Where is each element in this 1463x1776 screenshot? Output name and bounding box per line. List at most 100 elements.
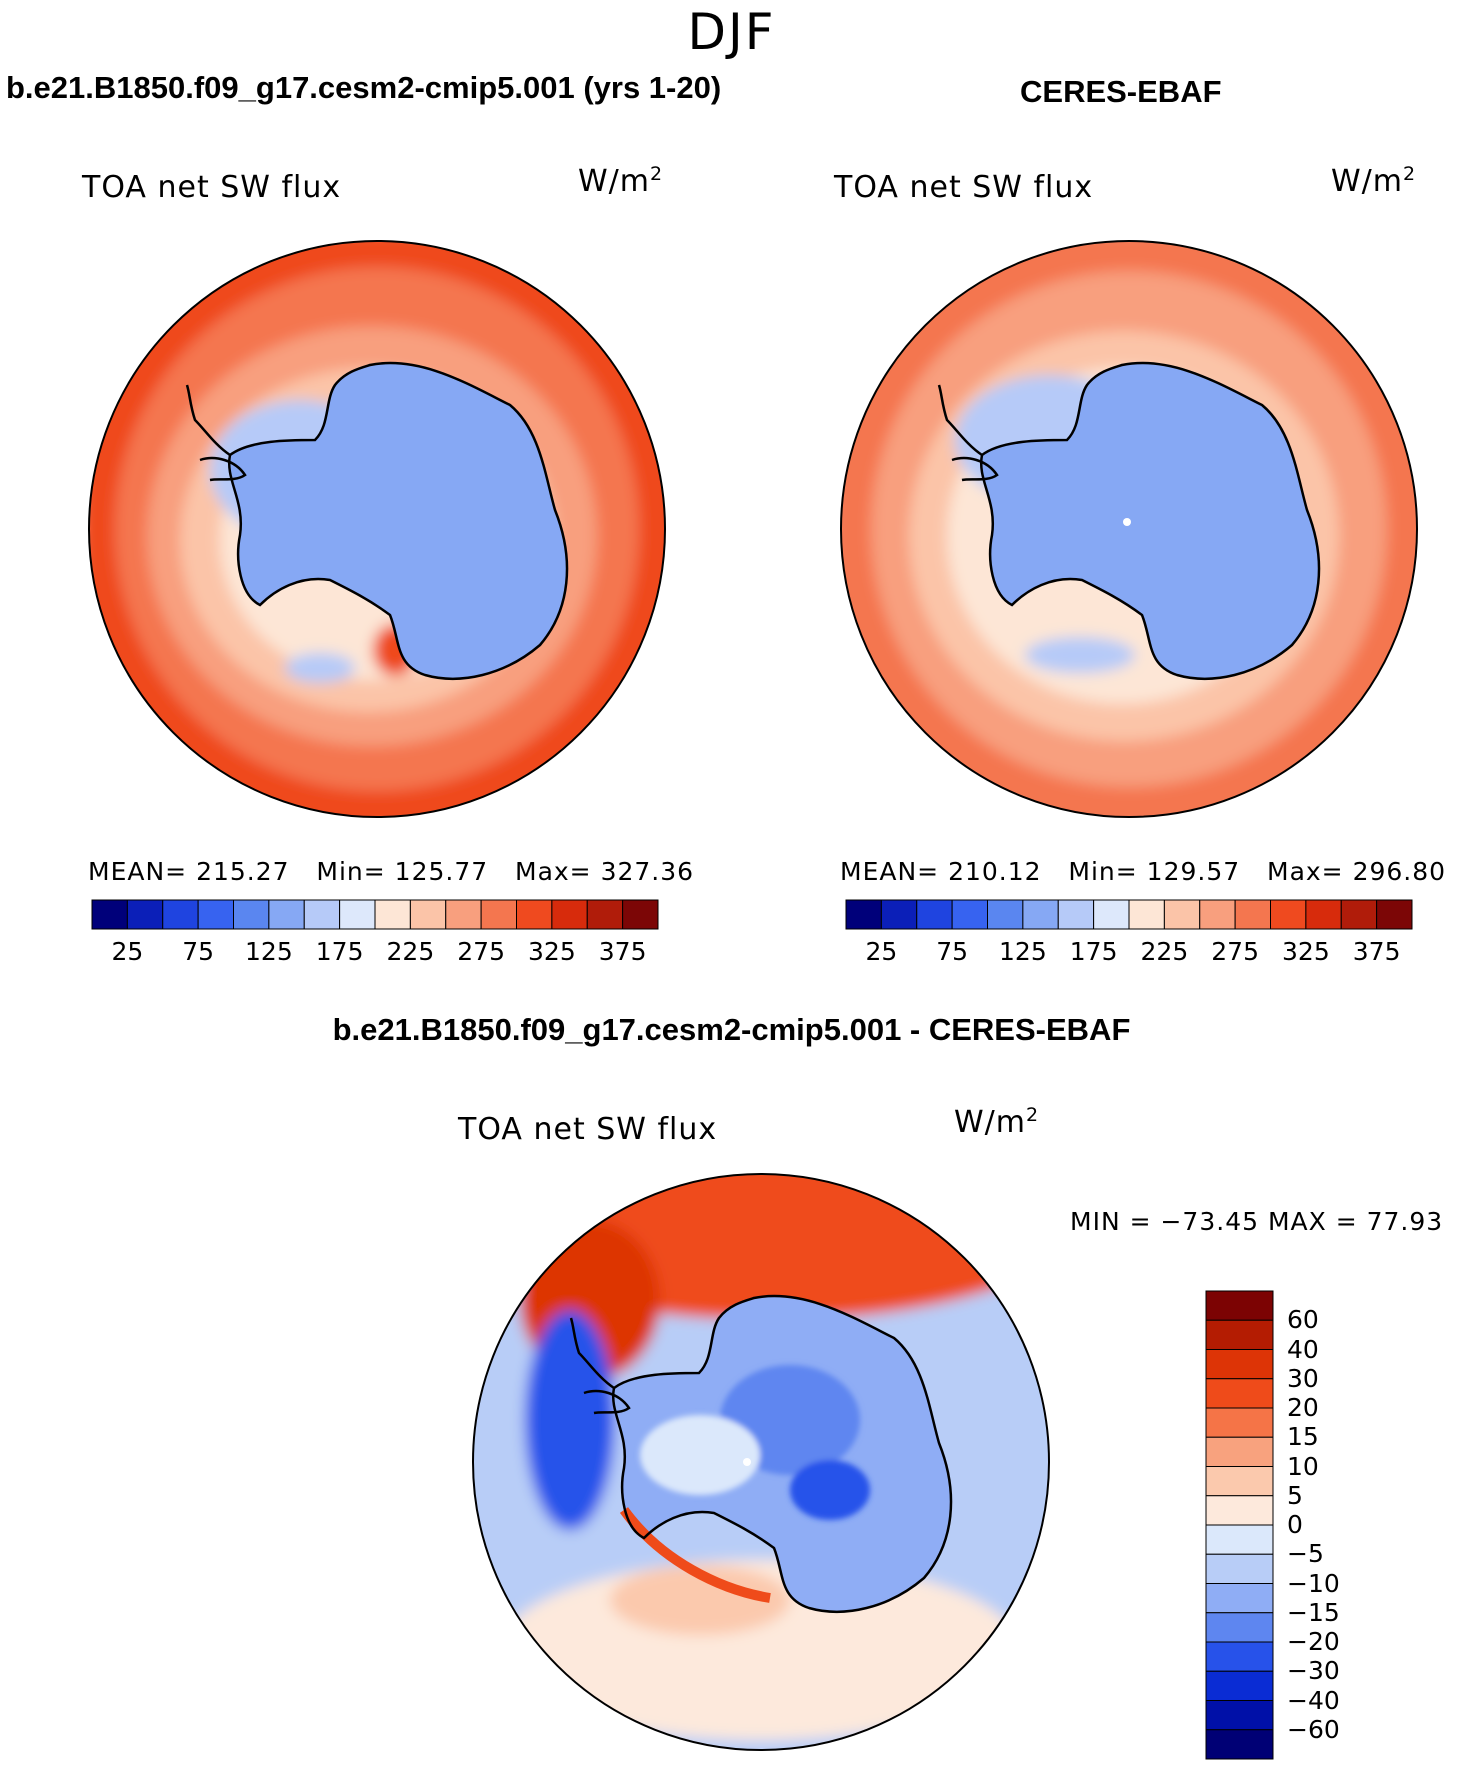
- model-colorbar-swatch: [268, 899, 305, 930]
- model-colorbar-tick-label: 325: [528, 937, 576, 966]
- model-map: [89, 241, 665, 817]
- diff-colorbar-tick-label: −10: [1287, 1568, 1340, 1598]
- diff-colorbar-swatch: [1205, 1583, 1274, 1614]
- obs-colorbar-swatch: [1093, 899, 1130, 930]
- diff-colorbar-tick-label: 10: [1287, 1451, 1319, 1481]
- model-colorbar-swatch: [409, 899, 447, 930]
- obs-map: [841, 241, 1417, 817]
- diff-colorbar-tick-label: −15: [1287, 1597, 1340, 1627]
- diff-ice-shelf-coast: [583, 1389, 631, 1415]
- diff-map-border: [472, 1173, 1050, 1751]
- model-colorbar-swatch: [551, 899, 588, 930]
- obs-peninsula-coast: [937, 384, 983, 457]
- model-colorbar-tick-label: 275: [457, 937, 505, 966]
- diff-colorbar-tick-label: 60: [1287, 1305, 1319, 1335]
- obs-colorbar-swatch: [1163, 899, 1201, 930]
- diff-colorbar-tick-label: 0: [1287, 1510, 1303, 1539]
- diff-region-interior-strong-cold: [790, 1460, 870, 1520]
- diff-colorbar-swatch: [1205, 1670, 1274, 1701]
- model-colorbar-swatch: [374, 899, 411, 930]
- obs-colorbar-tick-label: 125: [999, 937, 1047, 966]
- model-field-label: TOA net SW flux: [82, 170, 342, 205]
- diff-colorbar-tick-label: 20: [1287, 1393, 1319, 1422]
- obs-colorbar-swatch: [1057, 899, 1095, 930]
- obs-stats: MEAN= 210.12 Min= 129.57 Max= 296.80: [840, 857, 1447, 886]
- obs-coastline: [979, 361, 1321, 680]
- obs-colorbar-swatch: [1022, 899, 1059, 930]
- obs-colorbar-tick-label: 75: [936, 937, 969, 966]
- model-panel-title: b.e21.B1850.f09_g17.cesm2-cmip5.001 (yrs…: [6, 70, 722, 105]
- obs-colorbar-swatch: [1305, 899, 1342, 930]
- diff-colorbar-swatch: [1205, 1349, 1274, 1380]
- obs-colorbar-swatch: [1234, 899, 1271, 930]
- diff-peninsula-coast: [569, 1317, 615, 1390]
- diff-colorbar-swatch: [1205, 1612, 1274, 1643]
- diff-panel-title: b.e21.B1850.f09_g17.cesm2-cmip5.001 - CE…: [332, 1012, 1131, 1047]
- obs-colorbar-swatch: [1128, 899, 1165, 930]
- model-region-ross-patch: [285, 653, 355, 683]
- diff-colorbar-tick-label: −20: [1287, 1627, 1340, 1656]
- obs-colorbar: [845, 899, 1413, 930]
- obs-colorbar-tick-label: 275: [1211, 937, 1259, 966]
- diff-coastline: [611, 1294, 953, 1613]
- model-colorbar-swatch: [586, 899, 624, 930]
- diff-colorbar-tick-label: 40: [1287, 1334, 1319, 1364]
- obs-region-antarctica: [981, 363, 1319, 679]
- diff-colorbar-swatch: [1205, 1319, 1274, 1350]
- model-colorbar-swatch: [622, 899, 659, 930]
- model-colorbar-tick-label: 175: [315, 937, 364, 966]
- diff-units-label: W/m2: [954, 1104, 1040, 1140]
- diff-colorbar-tick-label: 15: [1287, 1422, 1319, 1452]
- diff-pole-gap: [743, 1458, 751, 1466]
- model-colorbar-swatch: [480, 899, 517, 930]
- obs-region-ross-patch: [1025, 637, 1135, 673]
- model-colorbar-swatch: [126, 899, 164, 930]
- model-colorbar-swatch: [197, 899, 234, 930]
- diff-colorbar-swatch: [1205, 1553, 1274, 1584]
- model-stats: MEAN= 215.27 Min= 125.77 Max= 327.36: [88, 857, 695, 886]
- model-colorbar-swatch: [233, 899, 270, 930]
- model-peninsula-coast: [185, 384, 231, 457]
- diff-colorbar-tick-label: −30: [1287, 1656, 1340, 1686]
- obs-colorbar-swatch: [1199, 899, 1236, 930]
- diff-colorbar-swatch: [1205, 1700, 1274, 1731]
- diff-region-coastal-warm-band: [619, 1507, 771, 1603]
- diff-colorbar-tick-label: 30: [1287, 1363, 1319, 1393]
- model-map-border: [88, 240, 666, 818]
- diff-region-east-cool: [920, 1360, 1049, 1600]
- obs-panel-title: CERES-EBAF: [1020, 74, 1222, 109]
- model-colorbar-swatch: [162, 899, 199, 930]
- diff-minmax: MIN = −73.45 MAX = 77.93: [1070, 1207, 1444, 1236]
- obs-colorbar-tick-label: 225: [1140, 937, 1189, 966]
- diff-region-west-cold: [525, 1310, 615, 1530]
- obs-pole-gap: [1123, 518, 1131, 526]
- model-coastline: [227, 361, 569, 680]
- diff-colorbar-swatch: [1205, 1729, 1274, 1760]
- obs-units-label: W/m2: [1331, 163, 1417, 199]
- obs-colorbar-swatch: [880, 899, 918, 930]
- obs-colorbar-tick-label: 25: [865, 937, 898, 966]
- model-colorbar-tick-label: 75: [182, 937, 215, 966]
- obs-colorbar-swatch: [1376, 899, 1413, 930]
- model-colorbar: [91, 899, 659, 930]
- obs-ice-shelf-coast: [951, 456, 999, 482]
- diff-region-south-warm: [610, 1565, 790, 1635]
- diff-colorbar-swatch: [1205, 1436, 1274, 1467]
- model-colorbar-swatch: [339, 899, 376, 930]
- obs-colorbar-swatch: [916, 899, 953, 930]
- obs-colorbar-swatch: [1270, 899, 1307, 930]
- model-colorbar-tick-label: 25: [111, 937, 144, 966]
- diff-region-ross-shelf: [640, 1415, 760, 1495]
- obs-colorbar-swatch: [1340, 899, 1378, 930]
- diff-map: [473, 1174, 1049, 1750]
- obs-colorbar-tick-label: 325: [1282, 937, 1330, 966]
- diff-colorbar-swatch: [1205, 1466, 1274, 1497]
- diff-colorbar-swatch: [1205, 1641, 1274, 1672]
- model-colorbar-swatch: [91, 899, 128, 930]
- season-title: DJF: [687, 3, 776, 61]
- obs-field-label: TOA net SW flux: [834, 170, 1094, 205]
- obs-colorbar-tick-label: 375: [1352, 937, 1401, 966]
- model-colorbar-tick-label: 375: [598, 937, 647, 966]
- model-ice-shelf-coast: [199, 456, 247, 482]
